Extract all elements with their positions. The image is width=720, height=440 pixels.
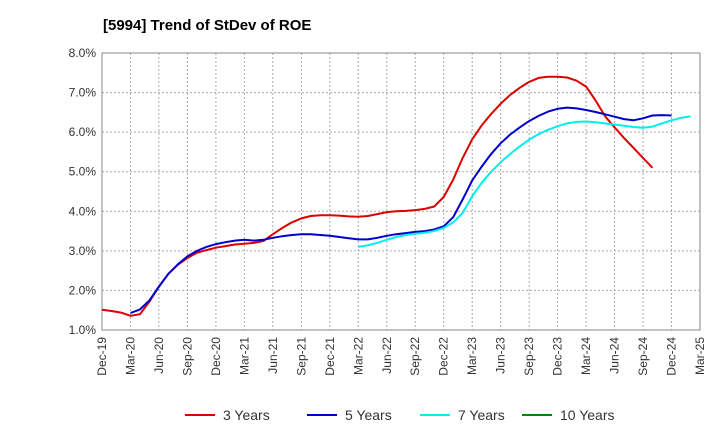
x-tick-label: Sep-21	[294, 337, 308, 376]
chart-title: [5994] Trend of StDev of ROE	[103, 17, 312, 34]
y-tick-label: 7.0%	[69, 86, 97, 100]
grid-lines	[101, 52, 701, 331]
x-tick-label: Sep-23	[522, 337, 536, 376]
x-tick-label: Dec-19	[95, 337, 109, 376]
y-tick-label: 2.0%	[69, 283, 97, 297]
y-tick-label: 3.0%	[69, 244, 97, 258]
x-tick-label: Jun-20	[152, 337, 166, 374]
legend-label: 7 Years	[458, 407, 505, 423]
x-tick-label: Jun-22	[380, 337, 394, 374]
x-tick-label: Jun-21	[266, 337, 280, 374]
x-tick-label: Mar-22	[351, 337, 365, 375]
plot-area-frame	[101, 52, 701, 331]
x-tick-label: Sep-22	[408, 337, 422, 376]
legend-label: 10 Years	[560, 407, 615, 423]
y-tick-label: 1.0%	[69, 323, 97, 337]
y-axis: 1.0% 2.0% 3.0% 4.0% 5.0% 6.0% 7.0% 8.0%	[69, 46, 97, 337]
y-tick-label: 4.0%	[69, 204, 97, 218]
x-tick-label: Dec-24	[665, 337, 679, 376]
x-tick-label: Dec-20	[209, 337, 223, 376]
y-tick-label: 6.0%	[69, 125, 97, 139]
x-tick-label: Sep-20	[180, 337, 194, 376]
series-line-3-years	[101, 75, 654, 317]
y-tick-label: 5.0%	[69, 165, 97, 179]
legend-label: 5 Years	[345, 407, 392, 423]
x-tick-label: Mar-23	[465, 337, 479, 375]
x-tick-label: Sep-24	[636, 337, 650, 376]
y-tick-label: 8.0%	[69, 46, 97, 60]
series-lines	[101, 75, 691, 317]
x-tick-label: Jun-24	[608, 337, 622, 374]
legend: 3 Years 5 Years 7 Years 10 Years	[185, 407, 615, 423]
x-axis: Dec-19 Mar-20 Jun-20 Sep-20 Dec-20 Mar-21 Jun-…	[95, 337, 707, 376]
x-tick-label: Dec-21	[323, 337, 337, 376]
series-line-7-years	[358, 115, 691, 248]
legend-label: 3 Years	[223, 407, 270, 423]
x-tick-label: Mar-20	[123, 337, 137, 375]
x-tick-label: Dec-23	[551, 337, 565, 376]
x-tick-label: Dec-22	[437, 337, 451, 376]
x-tick-label: Mar-25	[693, 337, 707, 375]
x-tick-label: Mar-24	[579, 337, 593, 375]
x-tick-label: Mar-21	[237, 337, 251, 375]
x-tick-label: Jun-23	[494, 337, 508, 374]
series-line-5-years	[130, 106, 672, 314]
